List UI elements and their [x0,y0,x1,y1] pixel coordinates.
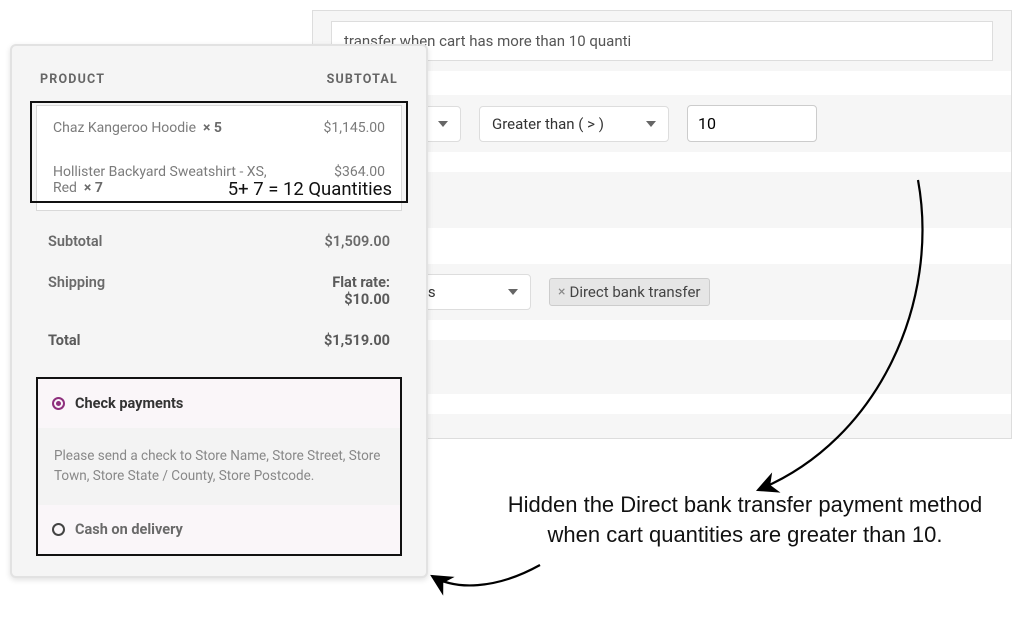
checkout-summary: PRODUCT SUBTOTAL Chaz Kangeroo Hoodie × … [10,44,428,578]
shipping-rate-value: $10.00 [344,291,390,308]
subtotal-value: $1,509.00 [324,233,390,250]
condition-operator-label: Greater than ( > ) [492,115,604,133]
payment-cod[interactable]: Cash on delivery [38,505,400,554]
item-price: $1,145.00 [323,120,385,136]
chevron-down-icon [508,289,518,295]
payment-cod-label: Cash on delivery [75,521,183,538]
radio-selected-icon [52,397,65,410]
total-label: Total [48,332,80,349]
payment-check-label: Check payments [75,395,183,412]
shipping-rate-label: Flat rate: [332,274,390,291]
col-subtotal: SUBTOTAL [327,72,398,87]
radio-unselected-icon [52,523,65,536]
table-row: Chaz Kangeroo Hoodie × 5 $1,145.00 [37,106,401,150]
explainer-caption: Hidden the Direct bank transfer payment … [500,490,990,549]
chip-label: Direct bank transfer [569,283,700,301]
shipping-label: Shipping [48,274,105,308]
chevron-down-icon [646,121,656,127]
payment-method-chip[interactable]: × Direct bank transfer [549,278,710,306]
close-icon[interactable]: × [558,284,565,300]
payment-check-desc: Please send a check to Store Name, Store… [38,428,400,505]
item-name: Chaz Kangeroo Hoodie [53,120,196,136]
chevron-down-icon [438,121,448,127]
item-qty: × 5 [200,120,222,136]
col-product: PRODUCT [40,72,105,87]
condition-operator-select[interactable]: Greater than ( > ) [479,106,669,142]
quantities-annotation: 5+ 7 = 12 Quantities [228,178,392,200]
payment-check[interactable]: Check payments [38,379,400,428]
subtotal-label: Subtotal [48,233,102,250]
arrow-caption-to-payments [432,565,540,585]
total-value: $1,519.00 [324,332,390,349]
payment-methods: Check payments Please send a check to St… [36,377,402,556]
condition-value-input[interactable]: 10 [687,105,817,142]
rule-title-input[interactable]: transfer when cart has more than 10 quan… [331,21,993,61]
item-qty: × 7 [80,180,102,196]
